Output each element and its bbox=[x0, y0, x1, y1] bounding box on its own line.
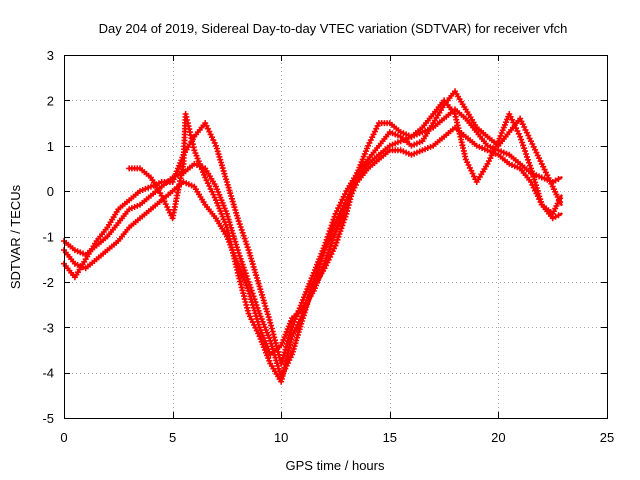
x-tick-label: 25 bbox=[600, 430, 614, 445]
y-tick-label: 3 bbox=[47, 48, 54, 63]
tick-labels: 0 5 10 15 20 25 -5 -4 -3 -2 -1 0 1 2 3 bbox=[42, 48, 614, 445]
y-tick-label: -2 bbox=[42, 275, 54, 290]
y-axis-label: SDTVAR / TECUs bbox=[8, 184, 23, 289]
series-point-markers bbox=[61, 124, 562, 358]
x-tick-label: 20 bbox=[491, 430, 505, 445]
y-tick-label: -5 bbox=[42, 411, 54, 426]
x-tick-label: 15 bbox=[383, 430, 397, 445]
chart-title: Day 204 of 2019, Sidereal Day-to-day VTE… bbox=[99, 21, 568, 36]
series-point-markers bbox=[61, 88, 564, 367]
x-axis-label: GPS time / hours bbox=[286, 458, 385, 473]
series-trace bbox=[62, 90, 563, 365]
data-series-2 bbox=[61, 88, 564, 367]
y-tick-label: -4 bbox=[42, 366, 54, 381]
axis-ticks bbox=[64, 55, 608, 419]
series-point-markers bbox=[126, 97, 564, 385]
data-series-1 bbox=[61, 106, 563, 381]
y-tick-label: 1 bbox=[47, 139, 54, 154]
y-tick-label: 0 bbox=[47, 184, 54, 199]
grid-lines bbox=[64, 55, 607, 418]
x-tick-label: 10 bbox=[274, 430, 288, 445]
y-tick-label: -3 bbox=[42, 320, 54, 335]
data-series-layer bbox=[61, 88, 564, 385]
x-tick-label: 5 bbox=[169, 430, 176, 445]
y-tick-label: 2 bbox=[47, 93, 54, 108]
data-series-3 bbox=[61, 124, 563, 358]
x-tick-label: 0 bbox=[60, 430, 67, 445]
data-series-4 bbox=[126, 97, 564, 385]
y-tick-label: -1 bbox=[42, 230, 54, 245]
series-point-markers bbox=[61, 106, 562, 381]
